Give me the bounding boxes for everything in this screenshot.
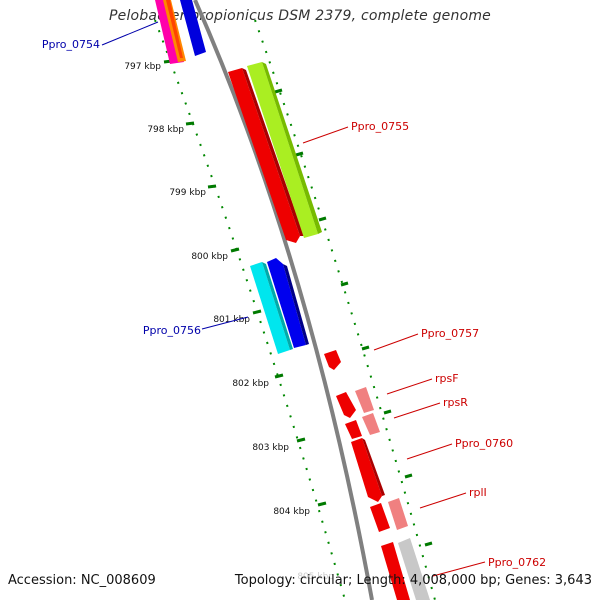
gene-label-rpsR[interactable]: rpsR — [443, 396, 468, 409]
gene-ppro-0755-red[interactable] — [228, 68, 300, 243]
topology-text: Topology: circular; Length: 4,008,000 bp… — [234, 573, 592, 588]
gene-ppro-0762-gray[interactable] — [398, 538, 430, 600]
gene-ppro-0755-shade — [242, 68, 304, 236]
gene-label-rplI[interactable]: rplI — [469, 486, 487, 499]
kbp-label-803: 803 kbp — [252, 443, 289, 453]
gene-rpsF-red[interactable] — [336, 392, 356, 418]
gene-ppro-0756-cyan[interactable] — [250, 262, 290, 354]
kbp-label-799: 799 kbp — [169, 188, 206, 198]
gene-ppro-0760[interactable] — [351, 438, 382, 502]
gene-rpsR-pink[interactable] — [362, 413, 380, 435]
gene-label-rpsF[interactable]: rpsF — [435, 372, 459, 385]
gene-ppro-0755-green[interactable] — [247, 62, 318, 238]
gene-ppro-0756-blue[interactable] — [267, 258, 306, 348]
gene-label-ppro-0757[interactable]: Ppro_0757 — [421, 327, 479, 340]
genome-backbone — [193, 0, 374, 600]
kbp-label-800: 800 kbp — [191, 252, 228, 262]
gene-ppro-0756-blue-shade — [283, 264, 309, 345]
kbp-label-804: 804 kbp — [273, 507, 310, 517]
kbp-label-801: 801 kbp — [213, 315, 250, 325]
gene-ppro-0756-cyan-shade — [262, 262, 293, 350]
gene-label-ppro-0754[interactable]: Ppro_0754 — [42, 38, 100, 51]
inner-major-ticks — [163, 59, 327, 507]
gene-rpsR-red[interactable] — [345, 420, 362, 439]
gene-ppro-0754[interactable] — [155, 0, 186, 64]
kbp-label-805-faded: 805 kbp — [297, 572, 334, 582]
gene-label-ppro-0760[interactable]: Ppro_0760 — [455, 437, 513, 450]
gene-rplI-pink[interactable] — [388, 498, 408, 530]
gene-ppro-0754-blue[interactable] — [180, 0, 206, 56]
kbp-label-802: 802 kbp — [232, 379, 269, 389]
kbp-label-798: 798 kbp — [147, 125, 184, 135]
outer-tick-track — [254, 19, 436, 600]
gene-rpsF-pink[interactable] — [355, 387, 374, 413]
gene-label-ppro-0756[interactable]: Ppro_0756 — [143, 324, 201, 337]
accession-text: Accession: NC_008609 — [8, 573, 156, 588]
gene-ppro-0762-red[interactable] — [381, 542, 410, 600]
gene-label-ppro-0755[interactable]: Ppro_0755 — [351, 120, 409, 133]
gene-ppro-0760-shade — [362, 438, 385, 496]
gene-rplI-red[interactable] — [370, 503, 390, 532]
gene-label-ppro-0762[interactable]: Ppro_0762 — [488, 556, 546, 569]
outer-major-ticks — [274, 88, 433, 547]
gene-ppro-0757[interactable] — [324, 350, 341, 370]
kbp-label-797: 797 kbp — [124, 62, 161, 72]
gene-ppro-0755-green-shade — [262, 62, 322, 234]
leader-lines — [101, 21, 486, 577]
